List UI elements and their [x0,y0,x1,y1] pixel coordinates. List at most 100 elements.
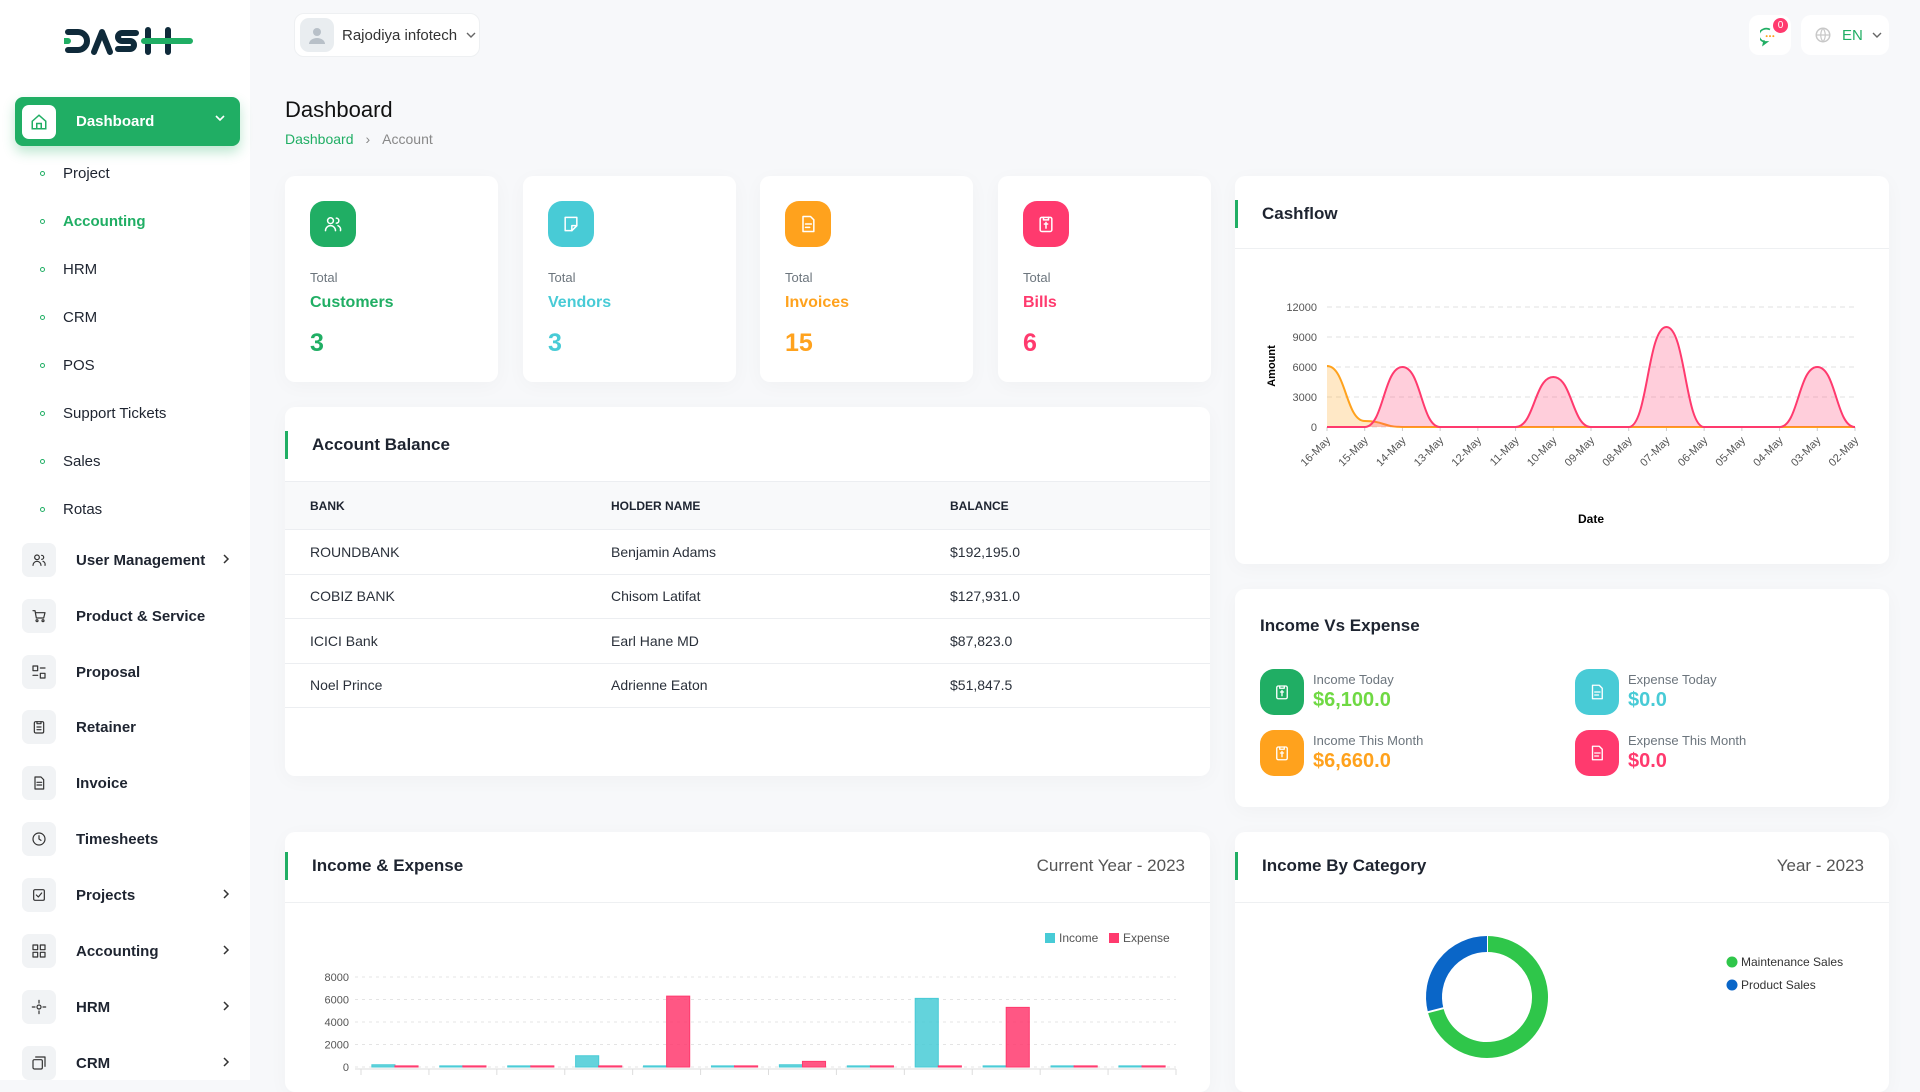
breadcrumb-account: Account [382,131,433,147]
bullet-icon [40,266,45,272]
stat-card[interactable]: Total Bills 6 [998,176,1211,382]
sidebar-item[interactable]: Proposal [22,654,232,690]
bar-expense[interactable] [734,1065,759,1068]
language-selector[interactable]: EN [1801,15,1889,55]
dash-logo[interactable] [64,24,194,58]
income-vs-expense-title: Income Vs Expense [1260,616,1420,635]
bar-expense[interactable] [666,995,691,1068]
home-icon [22,104,56,139]
x-tick-label: 15-May [1336,434,1371,469]
bar-expense[interactable] [1141,1065,1166,1068]
sidebar-item[interactable]: Projects [22,877,232,913]
sidebar-item[interactable]: HRM [22,989,232,1025]
sidebar-subitem[interactable]: Sales [40,450,101,472]
table-row[interactable]: ROUNDBANK Benjamin Adams $192,195.0 [285,529,1210,575]
stat-total-label: Total [310,270,338,285]
bar-expense[interactable] [1073,1065,1098,1068]
messages-button[interactable]: 0 [1749,15,1791,55]
breadcrumb-dashboard[interactable]: Dashboard [285,131,354,147]
file-icon [1591,745,1603,761]
company-selector[interactable]: Rajodiya infotech [294,13,480,57]
sidebar-subitem[interactable]: Project [40,162,110,184]
bar-income[interactable] [371,1064,396,1068]
chevron-down-icon [466,32,476,38]
bar-income[interactable] [575,1055,600,1068]
y-tick-label: 6000 [1293,362,1317,374]
legend-label[interactable]: Maintenance Sales [1741,955,1843,969]
bar-income[interactable] [643,1065,668,1068]
bullet-icon [40,362,45,368]
account-balance-table: BANK HOLDER NAME BALANCE ROUNDBANK Benjam… [285,481,1210,708]
sidebar-item[interactable]: Timesheets [22,821,232,857]
sidebar-item[interactable]: Accounting [22,933,232,969]
y-tick-label: 2000 [325,1040,349,1052]
bar-income[interactable] [982,1065,1007,1068]
legend-swatch [1726,979,1738,991]
bar-expense[interactable] [801,1060,827,1068]
legend-label[interactable]: Income [1059,931,1099,945]
x-tick-label: 12-May [1450,434,1485,469]
table-row[interactable]: Noel Prince Adrienne Eaton $51,847.5 [285,663,1210,708]
income-by-category-card: Income By Category Year - 2023 [1235,832,1889,1092]
sidebar-subitem-label: Support Tickets [63,404,167,422]
sidebar-item[interactable]: Invoice [22,765,232,801]
sidebar-subitem[interactable]: CRM [40,306,97,328]
stat-value: $6,100.0 [1313,689,1391,711]
sidebar-subitem[interactable]: Accounting [40,210,146,232]
y-tick-label: 4000 [325,1017,349,1029]
table-row[interactable]: ICICI Bank Earl Hane MD $87,823.0 [285,618,1210,664]
table-cell: $192,195.0 [925,529,1210,575]
bullet-icon [40,506,45,512]
bullet-icon [40,218,45,224]
bar-income[interactable] [1118,1065,1143,1068]
income-expense-card: Income & Expense Current Year - 2023 [285,832,1210,1092]
donut-slice[interactable] [1426,936,1488,1013]
stat-card[interactable]: Total Customers 3 [285,176,498,382]
grid-icon [32,944,46,958]
sidebar-item-label: User Management [76,551,206,569]
x-tick-label: 13-May [1412,434,1447,469]
bar-income[interactable] [439,1065,464,1068]
sidebar-subitem[interactable]: HRM [40,258,97,280]
bar-expense[interactable] [598,1065,623,1068]
sidebar-item[interactable]: Retainer [22,709,232,745]
bar-expense[interactable] [530,1065,555,1068]
sidebar-subitem[interactable]: Rotas [40,498,102,520]
bar-expense[interactable] [394,1065,419,1068]
sidebar-item-label: Product & Service [76,607,206,625]
donut-slice[interactable] [1427,936,1548,1058]
stat-label: Vendors [548,294,612,311]
sidebar-item[interactable]: CRM [22,1045,232,1081]
sidebar-item[interactable]: User Management [22,542,232,578]
chat-icon [1760,27,1775,47]
stat-card[interactable]: Total Invoices 15 [760,176,973,382]
sidebar-item[interactable]: Product & Service [22,598,232,634]
bar-income[interactable] [710,1065,736,1068]
table-row[interactable]: COBIZ BANK Chisom Latifat $127,931.0 [285,574,1210,619]
sidebar-item-label: Invoice [76,774,128,792]
sidebar-item-dashboard[interactable]: Dashboard [15,97,240,146]
sidebar-subitem[interactable]: POS [40,354,95,376]
legend-label[interactable]: Product Sales [1741,978,1816,992]
legend-swatch [1045,933,1055,943]
bar-expense[interactable] [869,1065,894,1068]
sidebar-item-label: Accounting [76,942,159,960]
sidebar-subitem[interactable]: Support Tickets [40,402,166,424]
bar-expense[interactable] [462,1065,487,1068]
bar-income[interactable] [778,1064,803,1068]
bar-income[interactable] [846,1065,871,1068]
table-cell: Adrienne Eaton [586,663,925,708]
stat-total-label: Total [785,270,813,285]
bullet-icon [40,170,45,176]
clipboard-icon [1276,746,1288,761]
bar-expense[interactable] [1005,1006,1030,1068]
bar-expense[interactable] [937,1065,962,1068]
income-by-category-period: Year - 2023 [1776,856,1864,875]
legend-label[interactable]: Expense [1123,931,1170,945]
stat-card[interactable]: Total Vendors 3 [523,176,736,382]
y-tick-label: 0 [1311,422,1317,434]
bar-income[interactable] [914,997,939,1068]
bar-income[interactable] [1050,1065,1075,1068]
account-balance-card: Account Balance BANK HOLDER NAME BALANCE… [285,407,1210,776]
bar-income[interactable] [507,1065,532,1068]
